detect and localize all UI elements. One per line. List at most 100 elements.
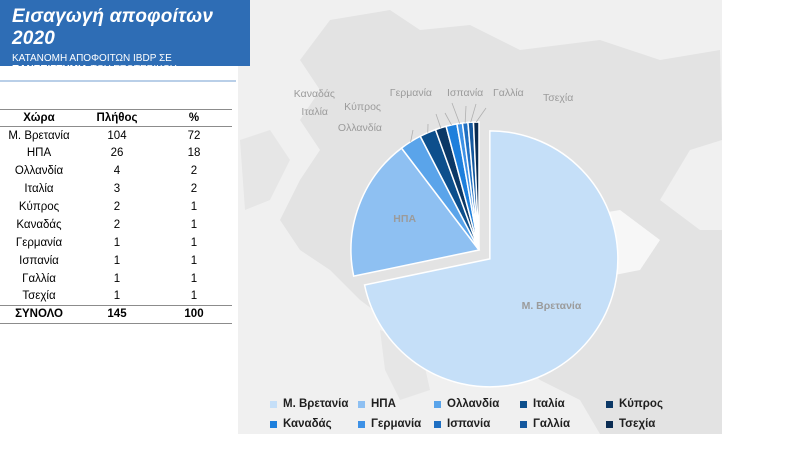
slice-label: Τσεχία — [543, 92, 573, 104]
cell-percent: 18 — [187, 147, 201, 160]
header-count: Πλήθος — [78, 109, 156, 127]
table-row: Κύπρος 2 1 — [0, 198, 232, 216]
cell-country: Κύπρος — [18, 201, 60, 213]
cell-count: 2 — [113, 218, 121, 231]
table-row: Ιταλία 3 2 — [0, 180, 232, 198]
legend-swatch — [358, 420, 365, 428]
cell-country: Γαλλία — [22, 272, 56, 285]
slice-label: Γερμανία — [390, 87, 432, 99]
header-percent: % — [156, 109, 232, 127]
cell-count: 2 — [113, 201, 121, 213]
table-header-row: Χώρα Πλήθος % — [0, 109, 232, 127]
table-row: Τσεχία 1 1 — [0, 288, 232, 306]
subtitle-rest-part: ΤΟΥ ΕΞΩΤΕΡΙΚΟΥ — [88, 64, 177, 75]
cell-count: 26 — [110, 147, 124, 160]
legend-item: Ολλανδία — [434, 398, 520, 410]
legend-item: Καναδάς — [270, 418, 358, 430]
legend-swatch — [606, 400, 613, 408]
pie-slice — [472, 121, 480, 251]
cell-country: Ολλανδία — [14, 165, 64, 178]
cell-country: ΗΠΑ — [26, 147, 52, 160]
slice-label: ΗΠΑ — [393, 213, 416, 225]
slice-label: Καναδάς — [294, 88, 335, 100]
leader-line — [444, 112, 452, 126]
legend-item: Ιταλία — [520, 398, 606, 410]
page-title: Εισαγωγή αποφοίτων 2020 — [12, 6, 214, 49]
cell-count: 1 — [113, 290, 121, 303]
legend-item: Κύπρος — [606, 398, 696, 410]
table-row: Γαλλία 1 1 — [0, 270, 232, 288]
table-row: Γερμανία 1 1 — [0, 234, 232, 252]
cell-percent: 1 — [190, 218, 198, 231]
pie-slice — [363, 130, 619, 388]
table-row: Ισπανία 1 1 — [0, 252, 232, 270]
leader-line — [435, 113, 442, 128]
legend-swatch — [520, 420, 527, 428]
legend-swatch — [270, 420, 277, 428]
legend-swatch — [270, 400, 277, 408]
cell-country: Τσεχία — [22, 290, 56, 303]
cell-count: 1 — [113, 272, 121, 285]
leader-line — [464, 105, 467, 123]
cell-country: Ιταλία — [24, 183, 54, 196]
legend-label: ΗΠΑ — [371, 398, 396, 410]
legend-label: Μ. Βρετανία — [283, 398, 349, 410]
cell-count: 1 — [113, 236, 121, 249]
legend-swatch — [520, 400, 527, 408]
legend-swatch — [434, 400, 441, 408]
header-country: Χώρα — [0, 109, 78, 127]
cell-percent: 1 — [190, 290, 198, 303]
leader-line — [475, 107, 487, 123]
cell-percent: 1 — [190, 201, 198, 213]
cell-country: Καναδάς — [16, 218, 62, 231]
leader-line — [451, 102, 461, 124]
legend-label: Καναδάς — [283, 418, 332, 430]
legend-label: Ιταλία — [533, 398, 565, 410]
subtitle-bold-part: ΠΑΝΕΠΙΣΤΗΜΙΑ — [12, 64, 88, 75]
table-row: ΗΠΑ 26 18 — [0, 144, 232, 162]
table-total-row: ΣΥΝΟΛΟ 145 100 — [0, 304, 232, 324]
subtitle-line-1: ΚΑΤΑΝΟΜΗ ΑΠΟΦΟΙΤΩΝ IBDP ΣΕ — [12, 53, 172, 64]
legend-label: Ισπανία — [447, 418, 491, 430]
subtitle-line-2: ΠΑΝΕΠΙΣΤΗΜΙΑ ΤΟΥ ΕΞΩΤΕΡΙΚΟΥ — [12, 64, 250, 75]
legend-label: Κύπρος — [619, 398, 663, 410]
cell-percent: 72 — [187, 129, 201, 142]
chart-legend: Μ. Βρετανία ΗΠΑ Ολλανδία Ιταλία Κύπρος Καναδά… — [270, 398, 710, 430]
legend-swatch — [434, 420, 441, 428]
table-row: Μ. Βρετανία 104 72 — [0, 127, 232, 145]
legend-swatch — [358, 400, 365, 408]
cell-total-label: ΣΥΝΟΛΟ — [0, 304, 78, 324]
cell-count: 1 — [113, 254, 121, 267]
cell-count: 104 — [107, 129, 127, 142]
cell-country: Ισπανία — [19, 254, 59, 267]
cell-percent: 1 — [190, 236, 198, 249]
slice-label: Μ. Βρετανία — [522, 300, 582, 312]
slice-label: Κύπρος — [344, 101, 381, 113]
leader-line — [410, 129, 414, 142]
slice-label: Ιταλία — [301, 106, 328, 118]
legend-swatch — [606, 420, 613, 428]
slice-label: Ισπανία — [447, 87, 483, 99]
cell-country: Γερμανία — [15, 236, 63, 249]
table-row: Ολλανδία 4 2 — [0, 162, 232, 180]
legend-label: Γαλλία — [533, 418, 571, 430]
legend-label: Γερμανία — [371, 418, 422, 430]
slice-label: Ολλανδία — [338, 122, 382, 134]
pie-slice — [350, 147, 481, 278]
slice-label: Γαλλία — [493, 87, 524, 99]
cell-total-count: 145 — [78, 304, 156, 324]
cell-percent: 1 — [190, 254, 198, 267]
table-row: Καναδάς 2 1 — [0, 216, 232, 234]
cell-count: 4 — [113, 165, 121, 178]
legend-item: Γερμανία — [358, 418, 434, 430]
cell-percent: 2 — [190, 183, 198, 196]
leader-line — [470, 103, 477, 123]
distribution-table: Χώρα Πλήθος % Μ. Βρετανία 104 72 ΗΠΑ 26 18 Ο… — [0, 109, 232, 324]
cell-count: 3 — [113, 183, 121, 196]
cell-total-percent: 100 — [156, 304, 232, 324]
legend-item: Μ. Βρετανία — [270, 398, 358, 410]
legend-label: Τσεχία — [619, 418, 656, 430]
legend-label: Ολλανδία — [447, 398, 500, 410]
legend-item: Ισπανία — [434, 418, 520, 430]
